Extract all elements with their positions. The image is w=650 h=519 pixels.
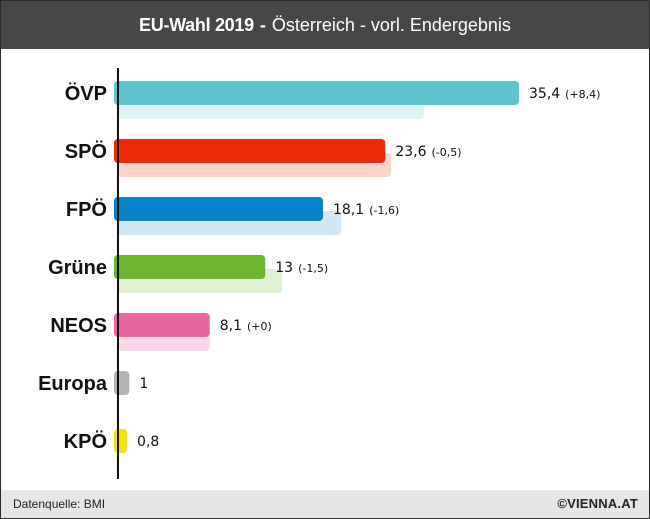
brand-logo: ©VIENNA.AT (557, 496, 638, 511)
value-sp: 23,6 (395, 144, 426, 160)
bar-2019-sp (114, 139, 386, 163)
chart-title: EU-Wahl 2019 (139, 14, 254, 35)
value-neos: 8,1 (220, 318, 242, 334)
value-europa: 1 (139, 376, 148, 392)
category-label-neos: NEOS (50, 315, 107, 337)
value-label-neos: 8,1 (+0) (220, 318, 272, 334)
value-label-sp: 23,6 (-0,5) (395, 144, 461, 160)
value-label-vp: 35,4 (+8,4) (529, 86, 600, 102)
chart-footer: Datenquelle: BMI ©VIENNA.AT (1, 490, 649, 518)
chart-header: EU-Wahl 2019 - Österreich - vorl. Enderg… (1, 1, 649, 49)
value-grne: 13 (275, 260, 293, 276)
value-vp: 35,4 (529, 86, 560, 102)
value-label-grne: 13 (-1,5) (275, 260, 328, 276)
value-kp: 0,8 (137, 434, 159, 450)
title-separator: - (259, 14, 266, 35)
value-fp: 18,1 (333, 202, 364, 218)
bar-2019-neos (114, 313, 210, 337)
change-vp: (+8,4) (565, 88, 600, 101)
value-label-kp: 0,8 (137, 434, 159, 450)
category-label-vp: ÖVP (65, 82, 107, 105)
bar-2019-europa (114, 371, 130, 395)
value-label-fp: 18,1 (-1,6) (333, 202, 399, 218)
bar-2019-kp (114, 429, 128, 453)
change-fp: (-1,6) (369, 204, 399, 217)
bar-2019-vp (114, 81, 519, 105)
change-sp: (-0,5) (432, 146, 462, 159)
data-source: Datenquelle: BMI (13, 497, 106, 511)
bar-2019-grne (114, 255, 266, 279)
chart-subtitle: Österreich - vorl. Endergebnis (271, 14, 511, 35)
category-label-europa: Europa (38, 373, 108, 395)
bar-2019-fp (114, 197, 324, 221)
bar-chart: ÖVP 35,4 (+8,4)SPÖ 23,6 (-0,5)FPÖ 18,1 (-1,6)G… (38, 68, 600, 479)
category-label-kp: KPÖ (64, 430, 107, 453)
change-grne: (-1,5) (298, 262, 328, 275)
category-label-sp: SPÖ (65, 140, 107, 163)
value-label-europa: 1 (139, 376, 148, 392)
category-label-fp: FPÖ (66, 198, 107, 221)
category-label-grne: Grüne (48, 257, 107, 279)
change-neos: (+0) (247, 320, 272, 333)
